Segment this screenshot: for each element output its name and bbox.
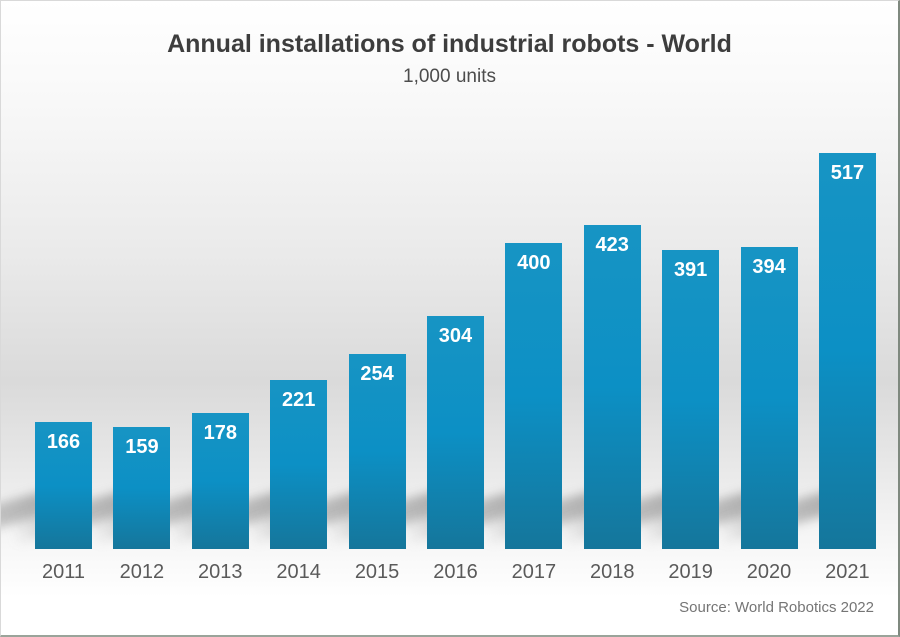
chart-title: Annual installations of industrial robot… [167,30,732,58]
bar-value-label: 254 [360,363,394,385]
chart-subtitle: 1,000 units [403,66,496,87]
x-tick-label: 2012 [119,561,165,583]
bar-value-label: 304 [438,325,473,347]
bar-2011: 166 [1,422,92,549]
bar-value-label: 159 [125,436,159,458]
bar-2015: 254 [243,354,406,549]
bar-value-label: 178 [203,422,237,444]
source-note: Source: World Robotics 2022 [679,599,874,616]
x-tick-label: 2016 [433,561,478,583]
x-tick-label: 2020 [746,561,792,583]
bar-value-label: 517 [830,162,865,184]
bar-value-label: 423 [595,234,629,256]
bar-2014: 221 [165,380,328,549]
bar-2016: 304 [322,316,484,549]
bar-2020: 394 [635,247,798,549]
x-tick-label: 2018 [589,561,635,583]
bar-chart: 166 159 178 221 254 304 400 423 391 394 517 [1,149,876,549]
bar-2012: 159 [8,427,171,549]
bar-2019: 391 [557,250,720,549]
x-tick-label: 2017 [511,561,557,583]
bar-2017: 400 [400,243,563,549]
bar-value-label: 394 [752,256,786,278]
bar-2018: 423 [478,225,641,549]
x-tick-label: 2014 [276,561,321,583]
x-tick-label: 2019 [668,561,713,583]
bar-2013: 178 [86,413,249,549]
bar-value-label: 400 [517,252,551,274]
bar-value-label: 221 [281,389,316,411]
x-tick-label: 2013 [198,561,243,583]
x-axis-labels: 2011 2012 2013 2014 2015 2016 2017 2018 2019 2020… [35,561,876,584]
x-tick-label: 2015 [354,561,400,583]
bar-value-label: 166 [46,431,81,453]
x-tick-label: 2021 [825,561,870,583]
x-tick-label: 2011 [41,561,85,583]
bar-2021: 517 [714,153,876,549]
bar-value-label: 391 [673,259,708,281]
